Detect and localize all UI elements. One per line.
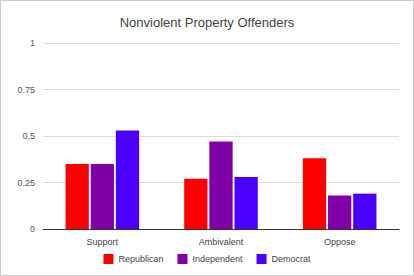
svg-text:Ambivalent: Ambivalent xyxy=(199,237,244,247)
svg-text:Independent: Independent xyxy=(192,254,243,264)
svg-text:0: 0 xyxy=(30,224,35,234)
svg-text:0.25: 0.25 xyxy=(17,178,35,188)
svg-text:0.75: 0.75 xyxy=(17,85,35,95)
svg-text:1: 1 xyxy=(30,38,35,48)
svg-text:Nonviolent Property Offenders: Nonviolent Property Offenders xyxy=(120,15,295,30)
svg-text:Republican: Republican xyxy=(118,254,163,264)
svg-text:0.5: 0.5 xyxy=(22,131,35,141)
svg-text:Support: Support xyxy=(87,237,119,247)
svg-text:Democrat: Democrat xyxy=(272,254,312,264)
svg-text:Oppose: Oppose xyxy=(324,237,356,247)
